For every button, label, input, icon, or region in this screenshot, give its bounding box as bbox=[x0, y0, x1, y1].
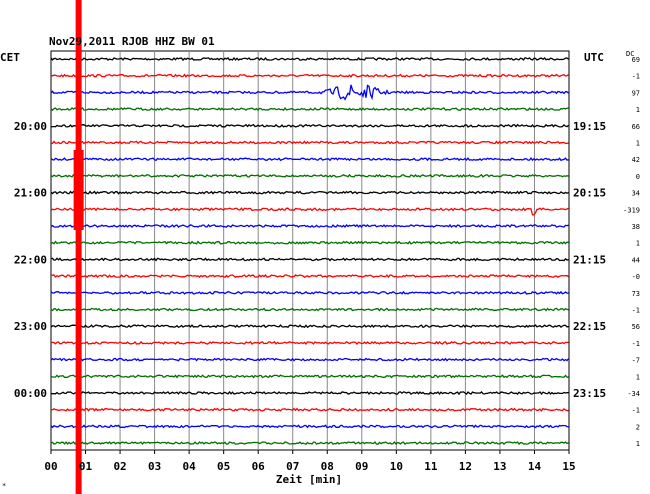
x-tick-label: 06 bbox=[252, 460, 266, 473]
corner-marker: * bbox=[2, 482, 6, 490]
dc-offset-label: 1 bbox=[636, 373, 640, 381]
trace-line bbox=[50, 374, 569, 379]
dc-offset-label: 66 bbox=[632, 123, 640, 131]
saturated-trace-burst bbox=[73, 150, 84, 230]
grid-lines bbox=[50, 50, 570, 454]
dc-offset-label: 0 bbox=[636, 173, 640, 181]
trace-line bbox=[50, 424, 569, 429]
trace-line bbox=[50, 207, 569, 216]
right-time-label: 20:15 bbox=[573, 187, 606, 200]
dc-offset-label: -7 bbox=[632, 357, 640, 365]
trace-line bbox=[50, 107, 569, 112]
trace-line bbox=[50, 84, 569, 101]
labels-group: 00 01 02 03 04 05 06 07 08 09 10 11 12 13 14 1569-19716… bbox=[14, 56, 640, 473]
x-tick-label: 00 bbox=[44, 460, 57, 473]
trace-line bbox=[50, 340, 569, 346]
trace-line bbox=[51, 390, 569, 396]
dc-offset-label: -319 bbox=[623, 206, 640, 214]
dc-offset-label: 97 bbox=[632, 89, 640, 97]
trace-line bbox=[50, 56, 569, 62]
dc-offset-label: -1 bbox=[632, 340, 640, 348]
trace-line bbox=[50, 440, 569, 446]
dc-offset-label: 44 bbox=[632, 256, 640, 264]
left-time-label: 00:00 bbox=[14, 387, 47, 400]
trace-line bbox=[50, 357, 570, 362]
left-time-label: 22:00 bbox=[14, 253, 47, 266]
dc-offset-label: 1 bbox=[636, 106, 640, 114]
trace-line bbox=[50, 307, 569, 312]
x-tick-label: 07 bbox=[286, 460, 299, 473]
spikes-group bbox=[73, 0, 84, 494]
dc-offset-label: 2 bbox=[636, 423, 640, 431]
right-time-label: 23:15 bbox=[573, 387, 606, 400]
right-zone-label: UTC bbox=[584, 51, 604, 64]
dc-offset-label: -1 bbox=[632, 407, 640, 415]
dc-offset-label: -1 bbox=[632, 73, 640, 81]
trace-line bbox=[50, 173, 569, 178]
dc-offset-label: 1 bbox=[636, 140, 640, 148]
right-time-label: 19:15 bbox=[573, 120, 606, 133]
traces-group bbox=[50, 56, 570, 446]
dc-offset-label: 69 bbox=[632, 56, 640, 64]
x-tick-label: 01 bbox=[79, 460, 93, 473]
trace-line bbox=[50, 157, 569, 162]
x-tick-label: 14 bbox=[528, 460, 542, 473]
x-tick-label: 09 bbox=[355, 460, 368, 473]
left-time-label: 20:00 bbox=[14, 120, 47, 133]
plot-frame bbox=[50, 50, 570, 451]
left-zone-label: CET bbox=[0, 51, 20, 64]
x-tick-label: 10 bbox=[390, 460, 403, 473]
dc-offset-label: 56 bbox=[632, 323, 640, 331]
trace-line bbox=[50, 290, 569, 295]
dc-offset-label: -34 bbox=[627, 390, 640, 398]
dc-offset-label: -1 bbox=[632, 307, 640, 315]
dc-offset-label: 34 bbox=[632, 190, 640, 198]
left-time-label: 21:00 bbox=[14, 187, 47, 200]
dc-offset-label: 1 bbox=[636, 240, 640, 248]
chart-title: Nov29,2011 RJOB HHZ BW 01 bbox=[49, 35, 215, 48]
x-tick-label: 04 bbox=[183, 460, 197, 473]
trace-line bbox=[50, 240, 569, 245]
x-tick-label: 05 bbox=[217, 460, 230, 473]
dc-offset-label: 42 bbox=[632, 156, 640, 164]
x-axis-label: Zeit [min] bbox=[276, 473, 342, 486]
x-tick-label: 12 bbox=[459, 460, 472, 473]
saturated-trace bbox=[75, 0, 82, 494]
left-time-label: 23:00 bbox=[14, 320, 47, 333]
trace-line bbox=[50, 257, 569, 262]
right-time-label: 22:15 bbox=[573, 320, 606, 333]
dc-offset-label: 73 bbox=[632, 290, 640, 298]
x-tick-label: 11 bbox=[424, 460, 438, 473]
dc-label: DC bbox=[626, 50, 634, 58]
x-tick-label: 15 bbox=[562, 460, 575, 473]
trace-line bbox=[50, 190, 569, 195]
trace-line bbox=[50, 407, 569, 412]
trace-line bbox=[50, 324, 569, 329]
trace-line bbox=[51, 273, 569, 279]
x-tick-label: 08 bbox=[321, 460, 334, 473]
trace-line bbox=[50, 73, 569, 78]
trace-line bbox=[50, 140, 569, 145]
dc-offset-label: 38 bbox=[632, 223, 640, 231]
x-tick-label: 03 bbox=[148, 460, 161, 473]
x-tick-label: 02 bbox=[113, 460, 126, 473]
x-tick-label: 13 bbox=[493, 460, 506, 473]
right-time-label: 21:15 bbox=[573, 253, 606, 266]
dc-offset-label: -0 bbox=[632, 273, 640, 281]
trace-line bbox=[50, 223, 569, 229]
trace-line bbox=[50, 123, 569, 128]
dc-offset-label: 1 bbox=[636, 440, 640, 448]
